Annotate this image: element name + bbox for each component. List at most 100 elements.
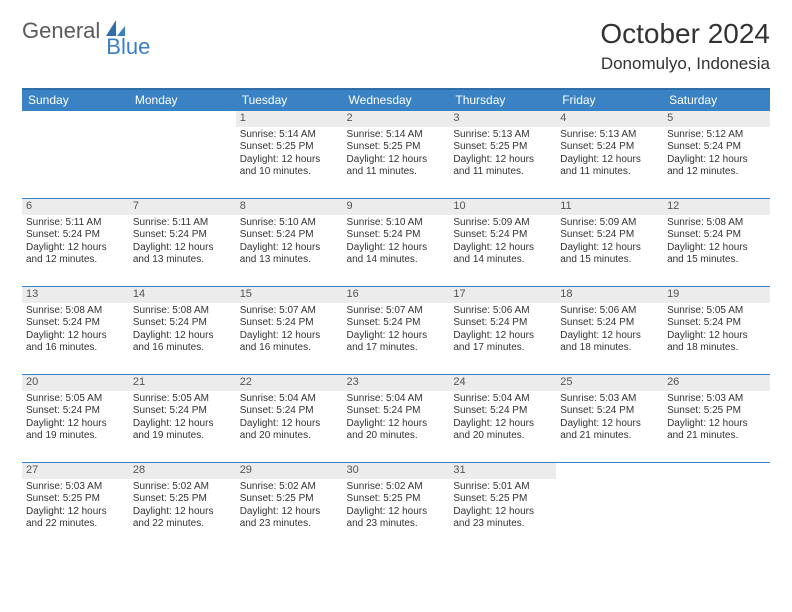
day-ss: Sunset: 5:24 PM (453, 405, 552, 418)
calendar-table: Sunday Monday Tuesday Wednesday Thursday… (22, 88, 770, 551)
day-sr: Sunrise: 5:14 AM (347, 129, 446, 142)
day-d1: Daylight: 12 hours (347, 418, 446, 431)
day-number: 19 (663, 287, 770, 303)
day-sr: Sunrise: 5:02 AM (240, 481, 339, 494)
day-number: 14 (129, 287, 236, 303)
day-cell: 10Sunrise: 5:09 AMSunset: 5:24 PMDayligh… (449, 199, 556, 287)
day-number: 27 (22, 463, 129, 479)
day-d1: Daylight: 12 hours (347, 330, 446, 343)
day-number: 6 (22, 199, 129, 215)
day-d2: and 23 minutes. (240, 518, 339, 531)
day-number: 16 (343, 287, 450, 303)
day-number: 30 (343, 463, 450, 479)
day-ss: Sunset: 5:24 PM (26, 317, 125, 330)
day-number: 10 (449, 199, 556, 215)
day-d2: and 15 minutes. (667, 254, 766, 267)
day-d1: Daylight: 12 hours (453, 418, 552, 431)
day-d1: Daylight: 12 hours (26, 506, 125, 519)
day-cell: 18Sunrise: 5:06 AMSunset: 5:24 PMDayligh… (556, 287, 663, 375)
day-d1: Daylight: 12 hours (240, 418, 339, 431)
day-number: 7 (129, 199, 236, 215)
day-sr: Sunrise: 5:14 AM (240, 129, 339, 142)
day-number: 15 (236, 287, 343, 303)
day-ss: Sunset: 5:24 PM (347, 317, 446, 330)
day-sr: Sunrise: 5:13 AM (453, 129, 552, 142)
day-number: 13 (22, 287, 129, 303)
day-ss: Sunset: 5:24 PM (347, 405, 446, 418)
day-cell: 2Sunrise: 5:14 AMSunset: 5:25 PMDaylight… (343, 111, 450, 199)
day-cell: 4Sunrise: 5:13 AMSunset: 5:24 PMDaylight… (556, 111, 663, 199)
day-cell: 26Sunrise: 5:03 AMSunset: 5:25 PMDayligh… (663, 375, 770, 463)
day-d1: Daylight: 12 hours (133, 506, 232, 519)
dow-sun: Sunday (22, 89, 129, 111)
day-cell: 30Sunrise: 5:02 AMSunset: 5:25 PMDayligh… (343, 463, 450, 551)
day-d1: Daylight: 12 hours (667, 330, 766, 343)
day-ss: Sunset: 5:24 PM (240, 405, 339, 418)
day-ss: Sunset: 5:24 PM (453, 229, 552, 242)
day-sr: Sunrise: 5:11 AM (26, 217, 125, 230)
day-ss: Sunset: 5:24 PM (667, 317, 766, 330)
day-number: 31 (449, 463, 556, 479)
day-sr: Sunrise: 5:02 AM (347, 481, 446, 494)
day-d2: and 13 minutes. (240, 254, 339, 267)
day-d1: Daylight: 12 hours (560, 330, 659, 343)
day-d2: and 21 minutes. (560, 430, 659, 443)
day-sr: Sunrise: 5:05 AM (133, 393, 232, 406)
day-d2: and 16 minutes. (26, 342, 125, 355)
day-d2: and 20 minutes. (453, 430, 552, 443)
day-sr: Sunrise: 5:06 AM (560, 305, 659, 318)
day-cell: 22Sunrise: 5:04 AMSunset: 5:24 PMDayligh… (236, 375, 343, 463)
week-row: 20Sunrise: 5:05 AMSunset: 5:24 PMDayligh… (22, 375, 770, 463)
day-d1: Daylight: 12 hours (560, 154, 659, 167)
day-number: 24 (449, 375, 556, 391)
day-ss: Sunset: 5:25 PM (347, 493, 446, 506)
day-cell: 27Sunrise: 5:03 AMSunset: 5:25 PMDayligh… (22, 463, 129, 551)
day-d1: Daylight: 12 hours (26, 418, 125, 431)
day-d2: and 16 minutes. (133, 342, 232, 355)
logo: General Blue (22, 18, 150, 44)
day-sr: Sunrise: 5:13 AM (560, 129, 659, 142)
day-d2: and 17 minutes. (347, 342, 446, 355)
dow-sat: Saturday (663, 89, 770, 111)
day-sr: Sunrise: 5:02 AM (133, 481, 232, 494)
logo-text-blue: Blue (106, 34, 150, 60)
day-d1: Daylight: 12 hours (26, 242, 125, 255)
day-ss: Sunset: 5:25 PM (667, 405, 766, 418)
location: Donomulyo, Indonesia (600, 54, 770, 74)
day-number: 8 (236, 199, 343, 215)
day-ss: Sunset: 5:24 PM (667, 141, 766, 154)
day-d2: and 11 minutes. (560, 166, 659, 179)
day-cell: 21Sunrise: 5:05 AMSunset: 5:24 PMDayligh… (129, 375, 236, 463)
day-d1: Daylight: 12 hours (453, 330, 552, 343)
day-d2: and 12 minutes. (667, 166, 766, 179)
day-cell: 11Sunrise: 5:09 AMSunset: 5:24 PMDayligh… (556, 199, 663, 287)
day-sr: Sunrise: 5:03 AM (560, 393, 659, 406)
day-sr: Sunrise: 5:10 AM (240, 217, 339, 230)
day-number: 26 (663, 375, 770, 391)
day-number: 1 (236, 111, 343, 127)
day-d2: and 15 minutes. (560, 254, 659, 267)
day-cell: 24 Sunrise: 5:04 AMSunset: 5:24 PMDayligh… (449, 375, 556, 463)
day-cell: 5Sunrise: 5:12 AMSunset: 5:24 PMDaylight… (663, 111, 770, 199)
day-sr: Sunrise: 5:09 AM (453, 217, 552, 230)
day-d2: and 21 minutes. (667, 430, 766, 443)
day-d2: and 22 minutes. (133, 518, 232, 531)
day-ss: Sunset: 5:25 PM (347, 141, 446, 154)
week-row: 13Sunrise: 5:08 AMSunset: 5:24 PMDayligh… (22, 287, 770, 375)
day-d1: Daylight: 12 hours (133, 330, 232, 343)
day-d2: and 12 minutes. (26, 254, 125, 267)
day-d1: Daylight: 12 hours (347, 242, 446, 255)
day-ss: Sunset: 5:24 PM (667, 229, 766, 242)
dow-fri: Friday (556, 89, 663, 111)
day-d1: Daylight: 12 hours (667, 154, 766, 167)
week-row: 27Sunrise: 5:03 AMSunset: 5:25 PMDayligh… (22, 463, 770, 551)
day-sr: Sunrise: 5:07 AM (240, 305, 339, 318)
day-ss: Sunset: 5:24 PM (560, 405, 659, 418)
day-d2: and 18 minutes. (667, 342, 766, 355)
day-ss: Sunset: 5:24 PM (133, 229, 232, 242)
day-ss: Sunset: 5:24 PM (240, 229, 339, 242)
day-sr: Sunrise: 5:04 AM (453, 393, 552, 406)
day-cell: 7Sunrise: 5:11 AMSunset: 5:24 PMDaylight… (129, 199, 236, 287)
dow-mon: Monday (129, 89, 236, 111)
day-number: 9 (343, 199, 450, 215)
